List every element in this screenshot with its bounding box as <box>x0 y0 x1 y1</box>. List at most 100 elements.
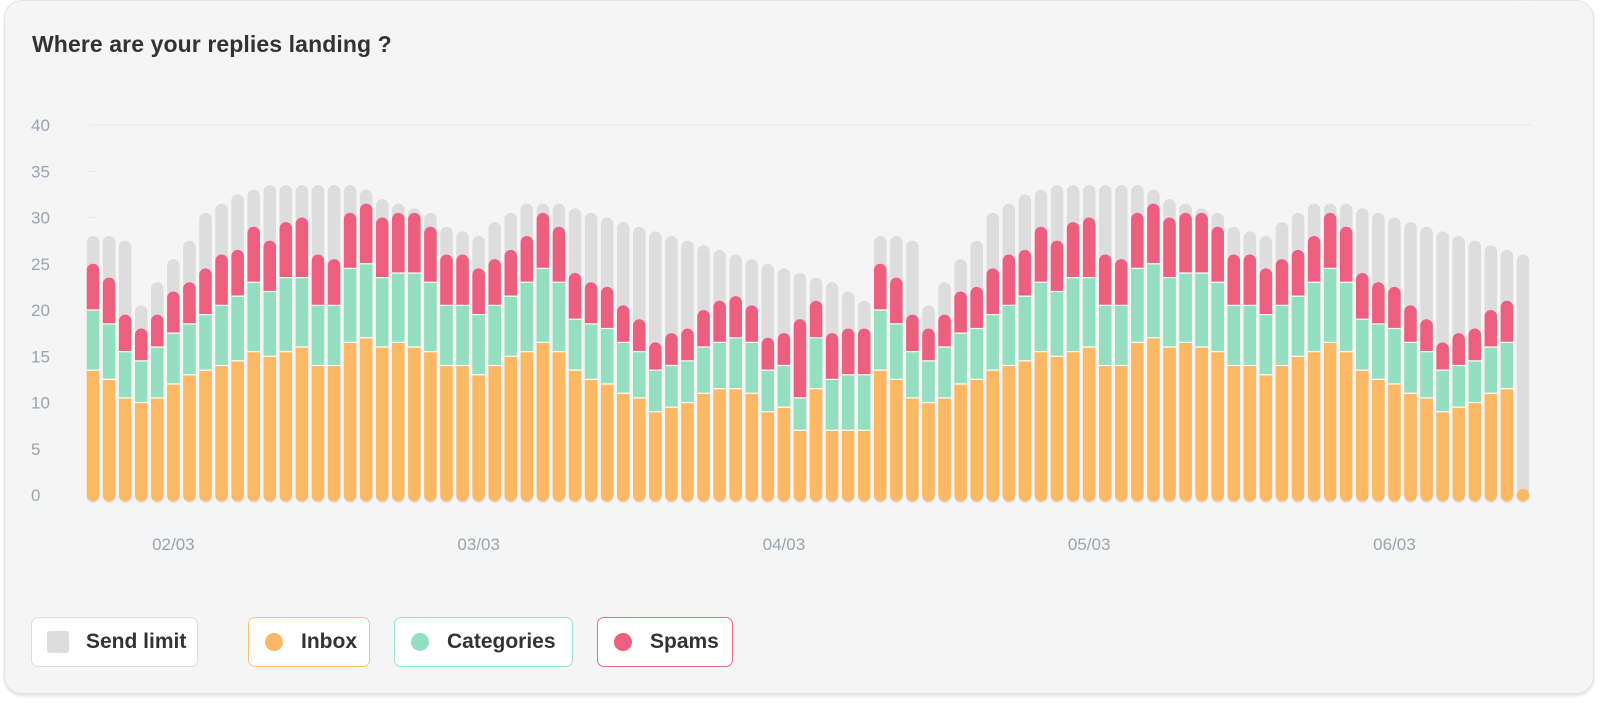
inbox-bar-cap <box>1163 488 1176 502</box>
inbox-bar-cap <box>874 488 887 502</box>
inbox-bar-cap <box>1243 488 1257 502</box>
inbox-bar-cap <box>857 488 871 502</box>
spams-bar <box>279 222 293 284</box>
inbox-bar <box>1002 365 1016 495</box>
categories-bar <box>874 310 887 371</box>
legend-item-spams[interactable]: Spams <box>597 617 733 667</box>
inbox-bar-cap <box>311 488 325 502</box>
inbox-bar <box>777 407 791 495</box>
categories-bar <box>1018 296 1032 361</box>
categories-bar <box>633 351 646 398</box>
inbox-bar-cap <box>392 488 405 502</box>
inbox-bar <box>1307 351 1321 495</box>
spams-bar <box>1307 236 1321 289</box>
inbox-bar <box>874 370 887 495</box>
categories-bar <box>568 319 582 371</box>
spams-bar <box>1195 212 1208 280</box>
inbox-bar <box>809 388 823 495</box>
spams-bar <box>86 263 100 317</box>
spams-bar <box>440 254 453 312</box>
spams-bar <box>1034 226 1048 289</box>
inbox-bar-cap <box>86 488 100 502</box>
spams-bar <box>1356 273 1369 326</box>
inbox-bar-cap <box>697 488 710 502</box>
inbox-bar <box>1147 337 1160 495</box>
inbox-bar-cap <box>1050 488 1064 502</box>
inbox-bar <box>536 342 550 495</box>
categories-bar <box>1420 351 1433 398</box>
y-tick-label: 35 <box>31 162 50 181</box>
inbox-bar-cap <box>970 488 983 502</box>
categories-bar <box>279 277 293 352</box>
spams-bar <box>681 328 694 368</box>
inbox-bar <box>375 347 389 495</box>
y-tick-label: 0 <box>31 486 40 505</box>
bar-layer <box>86 1 1530 503</box>
inbox-bar-cap <box>761 488 775 502</box>
spams-bar <box>1147 203 1160 271</box>
categories-bar <box>1356 319 1369 371</box>
categories-bar <box>167 333 180 384</box>
inbox-bar <box>938 397 951 495</box>
inbox-bar <box>472 374 485 495</box>
legend-item-inbox[interactable]: Inbox <box>248 617 370 667</box>
categories-bar <box>1275 305 1289 366</box>
inbox-bar-cap <box>1404 488 1417 502</box>
inbox-bar <box>86 370 100 495</box>
inbox-bar-cap <box>408 488 421 502</box>
spams-bar <box>1484 310 1498 354</box>
inbox-bar-cap <box>1259 488 1273 502</box>
categories-bar <box>199 314 212 371</box>
spams-bar <box>263 240 277 298</box>
inbox-bar-cap <box>247 488 260 502</box>
inbox-bar-cap <box>938 488 951 502</box>
inbox-bar <box>1404 393 1417 495</box>
categories-bar <box>536 268 550 343</box>
inbox-bar-cap <box>1420 488 1433 502</box>
inbox-bar-cap <box>809 488 823 502</box>
inbox-bar-cap <box>649 488 662 502</box>
spams-bar <box>1404 305 1417 349</box>
inbox-bar <box>424 351 437 495</box>
inbox-bar-cap <box>890 488 903 502</box>
spams-bar <box>1275 259 1289 312</box>
categories-bar <box>440 305 453 366</box>
inbox-bar-cap <box>1195 488 1208 502</box>
categories-bar <box>488 305 501 366</box>
inbox-bar <box>793 430 807 495</box>
categories-bar <box>1115 305 1128 366</box>
categories-bar <box>729 337 742 389</box>
spams-bar <box>247 226 260 289</box>
spams-bar <box>1211 226 1224 289</box>
spams-bar <box>424 226 437 289</box>
x-tick-label: 03/03 <box>457 535 500 554</box>
categories-bar <box>472 314 485 375</box>
spams-bar <box>1468 328 1482 368</box>
categories-bar <box>616 342 630 394</box>
spams-bar <box>1082 217 1096 284</box>
inbox-bar <box>1275 365 1289 495</box>
categories-bar <box>392 273 405 343</box>
legend-item-send-limit[interactable]: Send limit <box>31 617 198 667</box>
categories-bar <box>263 291 277 357</box>
spams-bar <box>343 212 357 275</box>
categories-bar <box>1195 273 1208 347</box>
inbox-bar <box>504 356 518 495</box>
spams-bar <box>118 314 132 358</box>
inbox-bar <box>1291 356 1305 495</box>
categories-bar <box>1131 268 1144 343</box>
spams-bar <box>857 328 871 382</box>
categories-bar <box>1002 305 1016 366</box>
spams-bar <box>649 342 662 377</box>
categories-bar <box>134 360 148 403</box>
spams-bar <box>809 300 823 345</box>
x-tick-label: 02/03 <box>152 535 195 554</box>
inbox-bar-cap <box>231 488 244 502</box>
inbox-bar-cap <box>1002 488 1016 502</box>
inbox-bar <box>1339 351 1353 495</box>
legend-item-categories[interactable]: Categories <box>394 617 573 667</box>
chart-card: Where are your replies landing ? 0 5 10 15 2… <box>4 0 1594 694</box>
categories-bar <box>504 296 518 357</box>
categories-bar <box>1323 268 1337 343</box>
inbox-bar <box>327 365 341 495</box>
